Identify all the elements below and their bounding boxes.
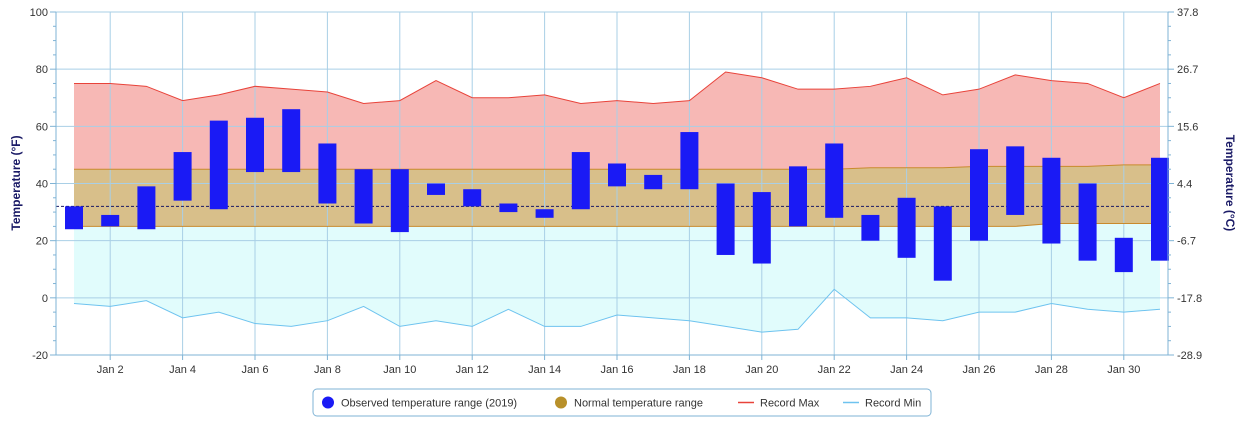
observed-range-bar: [825, 143, 844, 218]
x-tick-label: Jan 18: [673, 364, 706, 376]
x-tick-label: Jan 28: [1035, 364, 1068, 376]
observed-range-bar: [680, 132, 699, 190]
observed-range-bar: [789, 166, 807, 227]
y-tick-label-left: 20: [36, 236, 48, 248]
x-tick-label: Jan 22: [818, 364, 851, 376]
axes: -20 0 20 40 60 80 100 -28.9 -17.8 -6.7 4.4 15.6 26.7…: [30, 7, 1202, 376]
observed-range-bar: [897, 197, 916, 258]
legend-label-normal: Normal temperature range: [574, 398, 703, 410]
observed-range-bar: [463, 189, 482, 207]
y-axis-title-right: Temperature (°C): [1223, 135, 1237, 232]
y-tick-label-right: 26.7: [1177, 64, 1198, 76]
y-axis-title-left: Temperature (°F): [9, 135, 23, 230]
observed-range-bar: [1114, 237, 1133, 273]
observed-range-bar: [499, 203, 518, 213]
observed-range-bar: [354, 169, 373, 224]
x-tick-label: Jan 10: [383, 364, 416, 376]
observed-range-bar: [318, 143, 337, 204]
legend-item-observed[interactable]: Observed temperature range (2019): [322, 396, 517, 410]
observed-range-bar: [1006, 146, 1025, 215]
observed-range-bar: [1151, 157, 1169, 261]
observed-range-bar: [173, 152, 192, 201]
observed-range-bar: [1042, 157, 1061, 244]
observed-bars: [65, 109, 1169, 281]
observed-range-bar: [101, 214, 120, 227]
y-tick-label-right: -17.8: [1177, 293, 1202, 305]
x-tick-label: Jan 2: [97, 364, 124, 376]
legend-label-record-max: Record Max: [760, 398, 820, 410]
x-tick-label: Jan 12: [456, 364, 489, 376]
x-tick-label: Jan 8: [314, 364, 341, 376]
legend-box: [312, 388, 932, 417]
observed-range-bar: [209, 120, 228, 210]
y-tick-label-left: 40: [36, 179, 48, 191]
legend-marker-normal: [555, 396, 567, 409]
y-tick-label-left: 0: [42, 293, 48, 305]
observed-range-bar: [65, 206, 83, 230]
y-tick-label-right: 37.8: [1177, 7, 1198, 19]
observed-range-bar: [571, 152, 590, 210]
observed-range-bar: [861, 214, 880, 241]
x-tick-label: Jan 24: [890, 364, 923, 376]
x-tick-label: Jan 30: [1107, 364, 1140, 376]
observed-range-bar: [390, 169, 409, 233]
y-tick-label-right: -28.9: [1177, 350, 1202, 362]
x-tick-label: Jan 6: [242, 364, 269, 376]
x-tick-label: Jan 14: [528, 364, 561, 376]
record-max-line: [74, 71, 1161, 104]
observed-range-bar: [608, 163, 626, 187]
observed-range-bar: [246, 117, 264, 173]
y-tick-label-right: -6.7: [1177, 236, 1196, 248]
record-min-line: [73, 288, 1161, 333]
observed-range-bar: [535, 209, 554, 218]
x-tick-label: Jan 20: [745, 364, 778, 376]
y-tick-label-left: 100: [30, 7, 48, 19]
legend-item-record-min[interactable]: Record Min: [843, 398, 921, 410]
observed-range-bar: [1078, 183, 1097, 261]
legend-item-normal[interactable]: Normal temperature range: [555, 396, 703, 410]
y-tick-label-left: 80: [36, 64, 48, 76]
observed-range-bar: [752, 192, 771, 264]
x-tick-label: Jan 4: [169, 364, 196, 376]
legend: Observed temperature range (2019) Normal…: [312, 388, 932, 417]
observed-range-bar: [933, 206, 952, 281]
x-tick-label: Jan 26: [962, 364, 995, 376]
observed-range-bar: [716, 183, 735, 255]
observed-range-bar: [644, 174, 663, 190]
legend-label-record-min: Record Min: [865, 398, 921, 410]
observed-range-bar: [427, 183, 445, 195]
y-tick-label-right: 15.6: [1177, 121, 1198, 133]
y-tick-label-right: 4.4: [1177, 179, 1192, 191]
legend-marker-observed: [322, 396, 334, 409]
y-tick-label-left: 60: [36, 121, 48, 133]
observed-range-bar: [282, 109, 301, 173]
y-tick-label-left: -20: [32, 350, 48, 362]
legend-label-observed: Observed temperature range (2019): [341, 398, 517, 410]
observed-range-bar: [970, 149, 988, 241]
legend-item-record-max[interactable]: Record Max: [738, 398, 820, 410]
observed-range-bar: [137, 186, 156, 230]
x-tick-label: Jan 16: [600, 364, 633, 376]
